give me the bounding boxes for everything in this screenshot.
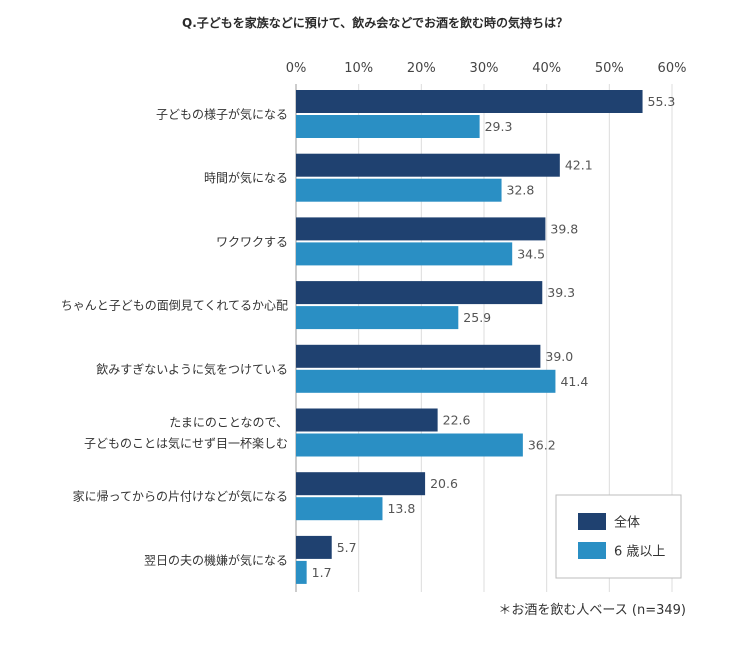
- category-label: ちゃんと子どもの面倒見てくれてるか心配: [61, 299, 288, 313]
- data-label: 5.7: [337, 540, 357, 555]
- data-label: 25.9: [463, 310, 491, 325]
- category-label: 子どもの様子が気になる: [156, 107, 288, 122]
- category-label: 時間が気になる: [204, 170, 288, 185]
- bars: 55.3 29.3 42.1 32.8 39.8 34.5 39.3 25.9 39.0 41.4…: [296, 90, 675, 584]
- bar-all: [296, 535, 332, 559]
- data-label: 42.1: [565, 158, 593, 173]
- data-label: 55.3: [648, 94, 676, 109]
- bar-age6plus: [296, 497, 383, 521]
- data-label: 20.6: [430, 476, 458, 491]
- bar-age6plus: [296, 306, 459, 330]
- bar-all: [296, 281, 543, 305]
- bar-age6plus: [296, 369, 556, 393]
- sample-note: ＊お酒を飲む人ベース (n=349): [498, 602, 686, 618]
- bar-all: [296, 344, 541, 368]
- x-tick-label: 40%: [532, 61, 561, 76]
- legend-swatch: [578, 513, 606, 530]
- data-label: 39.8: [550, 221, 578, 236]
- data-label: 22.6: [443, 413, 471, 428]
- category-label: 家に帰ってからの片付けなどが気になる: [73, 489, 288, 504]
- x-tick-label: 20%: [407, 61, 436, 76]
- bar-age6plus: [296, 433, 523, 457]
- category-label: ワクワクする: [216, 235, 288, 249]
- bar-all: [296, 153, 560, 177]
- category-label: 子どものことは気にせず目一杯楽しむ: [84, 436, 288, 451]
- data-label: 39.3: [547, 285, 575, 300]
- x-tick-label: 50%: [595, 61, 624, 76]
- data-label: 39.0: [545, 349, 573, 364]
- data-label: 32.8: [507, 183, 535, 198]
- x-axis-ticks: 0% 10% 20% 30% 40% 50% 60%: [286, 61, 687, 76]
- category-label: 飲みすぎないように気をつけている: [96, 361, 288, 376]
- data-label: 41.4: [560, 374, 588, 389]
- data-label: 1.7: [312, 565, 332, 580]
- bar-age6plus: [296, 560, 307, 584]
- bar-age6plus: [296, 115, 480, 138]
- bar-all: [296, 408, 438, 432]
- x-tick-label: 0%: [286, 61, 307, 76]
- category-labels: 子どもの様子が気になる時間が気になるワクワクするちゃんと子どもの面倒見てくれてる…: [61, 107, 288, 568]
- chart-title: Q.子どもを家族などに預けて、飲み会などでお酒を飲む時の気持ちは？: [182, 15, 568, 30]
- bar-all: [296, 217, 546, 241]
- bar-all: [296, 90, 643, 113]
- x-tick-label: 10%: [344, 61, 373, 76]
- legend-box: [555, 494, 682, 579]
- data-label: 36.2: [528, 438, 556, 453]
- legend-label: 全体: [614, 515, 640, 531]
- data-label: 13.8: [387, 501, 415, 516]
- legend-swatch: [578, 542, 606, 559]
- legend: 全体 6 歳以上: [555, 494, 682, 579]
- x-tick-label: 30%: [470, 61, 499, 76]
- category-label: たまにのことなので、: [169, 416, 288, 430]
- bar-all: [296, 472, 426, 496]
- bar-age6plus: [296, 242, 513, 266]
- data-label: 34.5: [517, 246, 545, 261]
- category-label: 翌日の夫の機嫌が気になる: [144, 552, 288, 567]
- bar-age6plus: [296, 178, 502, 202]
- data-label: 29.3: [485, 119, 513, 134]
- x-tick-label: 60%: [658, 61, 687, 76]
- legend-label: 6 歳以上: [614, 545, 665, 560]
